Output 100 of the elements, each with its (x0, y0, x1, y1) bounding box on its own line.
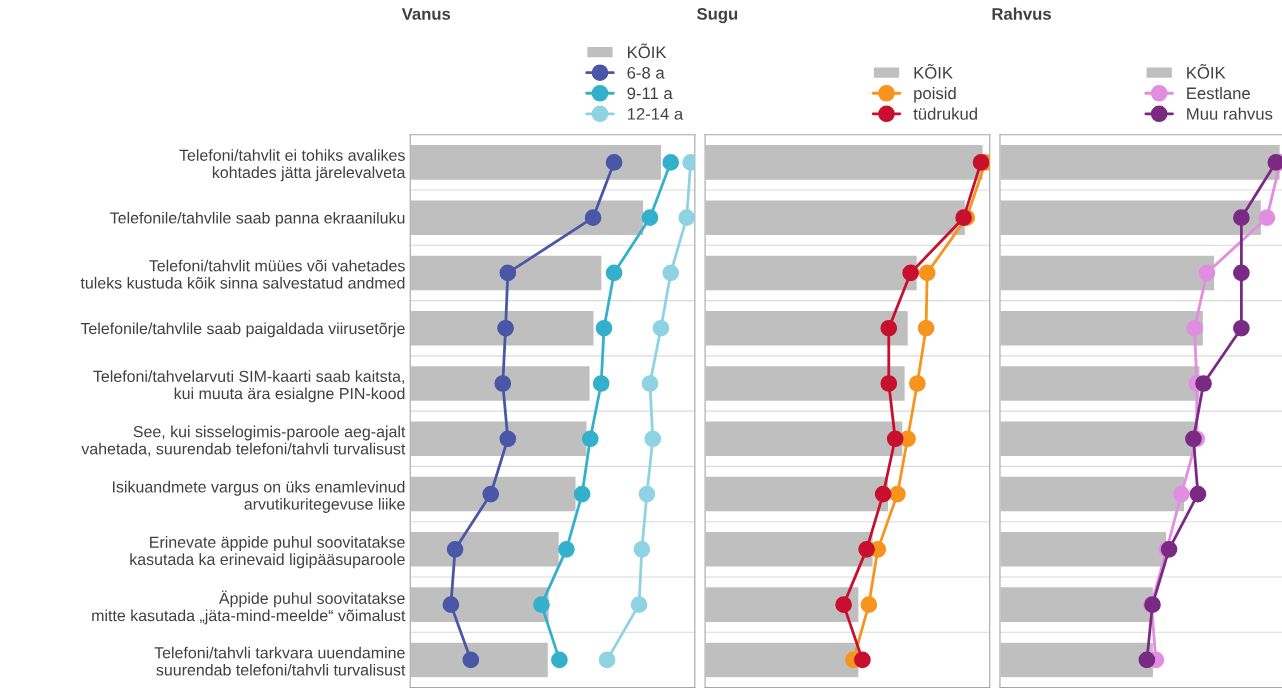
bar (410, 420, 588, 458)
bar (410, 475, 577, 513)
point (1195, 375, 1212, 392)
y-tick-label: Telefonile/tahvlile saab panna ekraaniluku (110, 211, 405, 227)
point (1189, 485, 1207, 503)
bar (410, 143, 663, 182)
point (630, 596, 648, 613)
bar (999, 475, 1186, 513)
bar (999, 530, 1168, 569)
legend-label: poisid (914, 87, 956, 103)
point (880, 375, 898, 392)
bar (705, 641, 860, 679)
point (1233, 264, 1250, 282)
point (446, 541, 464, 558)
chart-title: Rahvus (992, 7, 1051, 20)
y-tick-label: Äppide puhul soovitatakse mitte kasutada „jäta-mind-meelde“ võimalust (92, 590, 406, 625)
bar (999, 143, 1282, 182)
legend-label: KÕIK (628, 43, 667, 59)
point (641, 209, 659, 226)
point (581, 430, 599, 448)
chart-title: Sugu (697, 7, 738, 24)
y-tick-label: Erinevate äppide puhul soovitatakse kasutada ka erinevaid ligipääsuparoole (130, 536, 405, 569)
point (592, 375, 610, 392)
bar (999, 309, 1205, 347)
point (494, 375, 512, 392)
point (641, 375, 659, 392)
legend-label: Muu rahvus (1187, 107, 1273, 120)
point (1258, 209, 1276, 226)
point (1198, 264, 1216, 282)
point (917, 319, 935, 337)
point (558, 541, 575, 558)
point (854, 651, 871, 669)
y-tick-label: See, kui sisselogimis-paroole aeg-ajalt vahetada, suurendab telefoni/tahvli turvalisust (81, 425, 406, 457)
bar (705, 420, 904, 458)
point (972, 154, 990, 171)
legend-label: KÕIK (914, 63, 953, 79)
point (551, 651, 568, 669)
point (499, 430, 517, 448)
point (598, 651, 616, 669)
point (662, 264, 680, 282)
bar (705, 530, 875, 569)
point (584, 209, 602, 226)
point (1233, 209, 1250, 226)
point (442, 596, 460, 613)
point (662, 154, 680, 171)
bar (410, 199, 645, 237)
bar (705, 364, 906, 403)
point (955, 209, 972, 226)
bar (410, 530, 561, 569)
point (644, 430, 662, 448)
point (499, 264, 517, 282)
bar (999, 254, 1216, 292)
point (1233, 319, 1250, 337)
y-tick-label: Telefoni/tahvelarvuti SIM-kaarti saab kaitsta, kui muuta ära esialgne PIN-kood (93, 370, 405, 403)
point (638, 485, 656, 503)
point (462, 651, 480, 669)
point (605, 154, 623, 171)
point (678, 209, 695, 226)
y-tick-label: Telefoni/tahvlit müües või vahetades tuleks kustuda kõik sinna salvestatud andmed (80, 259, 405, 289)
point (1138, 651, 1156, 669)
point (902, 264, 919, 282)
point (835, 596, 852, 613)
bar (999, 420, 1198, 458)
point (874, 485, 892, 503)
point (497, 319, 514, 337)
bar (999, 585, 1155, 624)
bar (410, 254, 603, 292)
point (482, 485, 500, 503)
point (573, 485, 591, 503)
point (533, 596, 550, 613)
bar (999, 641, 1155, 679)
y-tick-label: Telefonile/tahvlile saab paigaldada viirusetõrje (80, 322, 405, 338)
point (858, 541, 875, 558)
y-tick-label: Isikuandmete vargus on üks enamlevinud arvutikuritegevuse liike (112, 480, 405, 513)
legend-label: Eestlane (1187, 87, 1250, 100)
y-tick-label: Telefoni/tahvli tarkvara uuendamine suurendab telefoni/tahvli turvalisust (154, 646, 406, 676)
point (1267, 154, 1282, 171)
bar (705, 199, 967, 237)
legend-label: 12-14 a (627, 107, 684, 120)
bar (999, 199, 1263, 237)
bar (410, 364, 591, 403)
bar (410, 641, 550, 679)
bar (999, 364, 1201, 403)
legend-label: tüdrukud (913, 107, 977, 120)
point (1173, 485, 1190, 503)
point (889, 485, 906, 503)
bar (410, 309, 595, 347)
point (595, 319, 613, 337)
point (605, 264, 623, 282)
chart-title: Vanus (401, 8, 451, 20)
bar (705, 254, 919, 292)
point (880, 319, 898, 337)
point (886, 430, 904, 448)
legend-label: KÕIK (1187, 63, 1226, 79)
point (909, 375, 926, 392)
legend-label: 6-8 a (627, 66, 665, 79)
point (1185, 430, 1202, 448)
bar (705, 475, 890, 513)
point (633, 541, 651, 558)
bar (705, 585, 860, 624)
